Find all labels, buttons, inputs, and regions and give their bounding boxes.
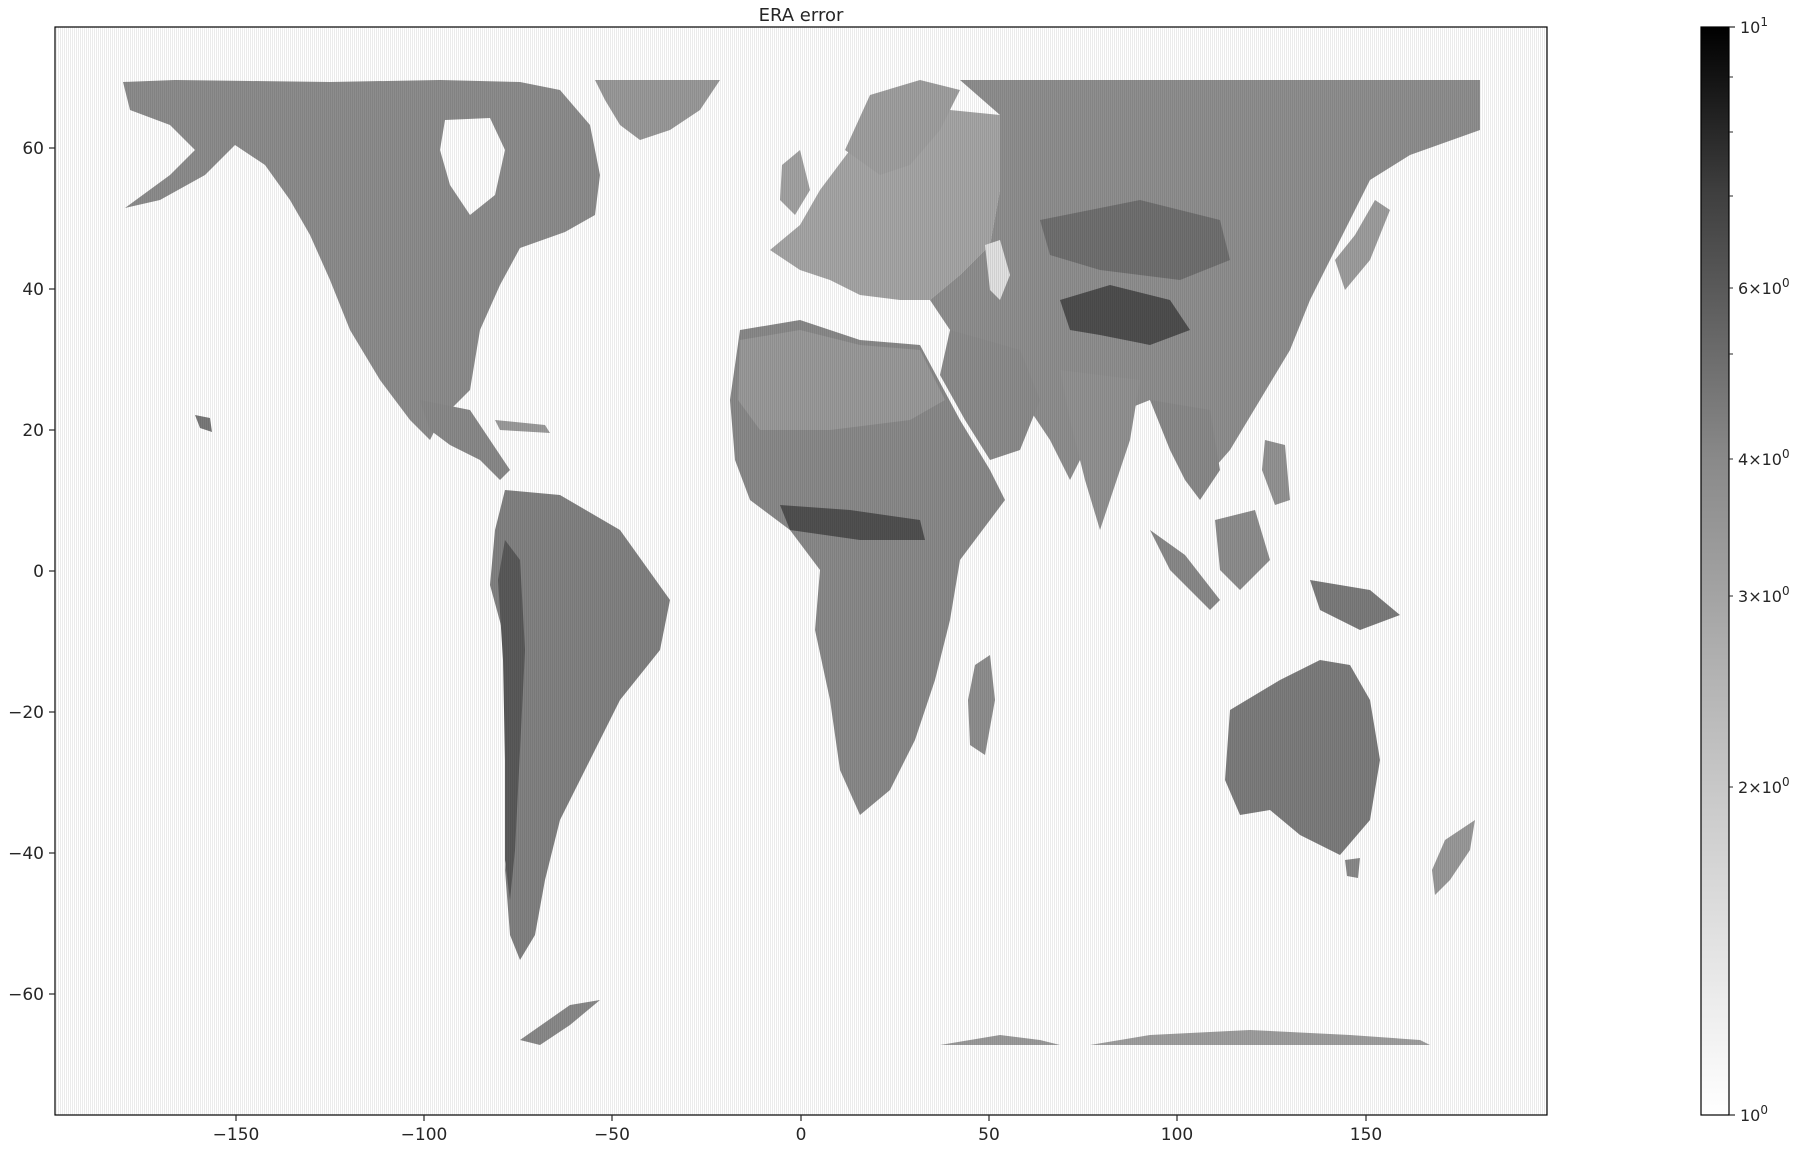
map-panel xyxy=(55,27,1547,1115)
y-tick-label: −40 xyxy=(8,844,44,864)
x-tick-label: 100 xyxy=(1161,1125,1193,1145)
x-tick-label: 50 xyxy=(978,1125,1000,1145)
title: ERA error xyxy=(759,5,844,26)
colorbar-label-6: 6×100 xyxy=(1738,276,1790,298)
y-tick-label: 40 xyxy=(22,280,44,300)
y-axis: 60 40 20 0 −20 −40 −60 xyxy=(8,139,55,1005)
colorbar-gradient xyxy=(1701,27,1729,1115)
x-tick-label: −150 xyxy=(213,1125,260,1145)
chart-title: ERA error xyxy=(759,5,844,26)
colorbar-frame xyxy=(1700,26,1730,1116)
x-tick-label: −50 xyxy=(594,1125,630,1145)
x-axis: −150 −100 −50 0 50 100 150 xyxy=(213,1115,1382,1145)
x-tick-label: 0 xyxy=(796,1125,807,1145)
y-tick-label: 0 xyxy=(33,562,44,582)
colorbar-label-10: 101 xyxy=(1740,15,1768,37)
x-tick-label: 150 xyxy=(1350,1125,1382,1145)
colorbar-label-2: 2×100 xyxy=(1738,775,1790,797)
grid-texture xyxy=(55,27,1547,1115)
y-tick-label: 60 xyxy=(22,139,44,159)
y-tick-label: −60 xyxy=(8,985,44,1005)
y-tick-label: 20 xyxy=(22,421,44,441)
x-tick-label: −100 xyxy=(401,1125,448,1145)
colorbar-label-3: 3×100 xyxy=(1738,584,1790,606)
colorbar-label-4: 4×100 xyxy=(1738,447,1790,469)
colorbar-label-1: 100 xyxy=(1740,1103,1768,1125)
colorbar: 101 100 6×100 4×100 3×100 2×100 xyxy=(1700,15,1790,1125)
y-tick-label: −20 xyxy=(8,703,44,723)
